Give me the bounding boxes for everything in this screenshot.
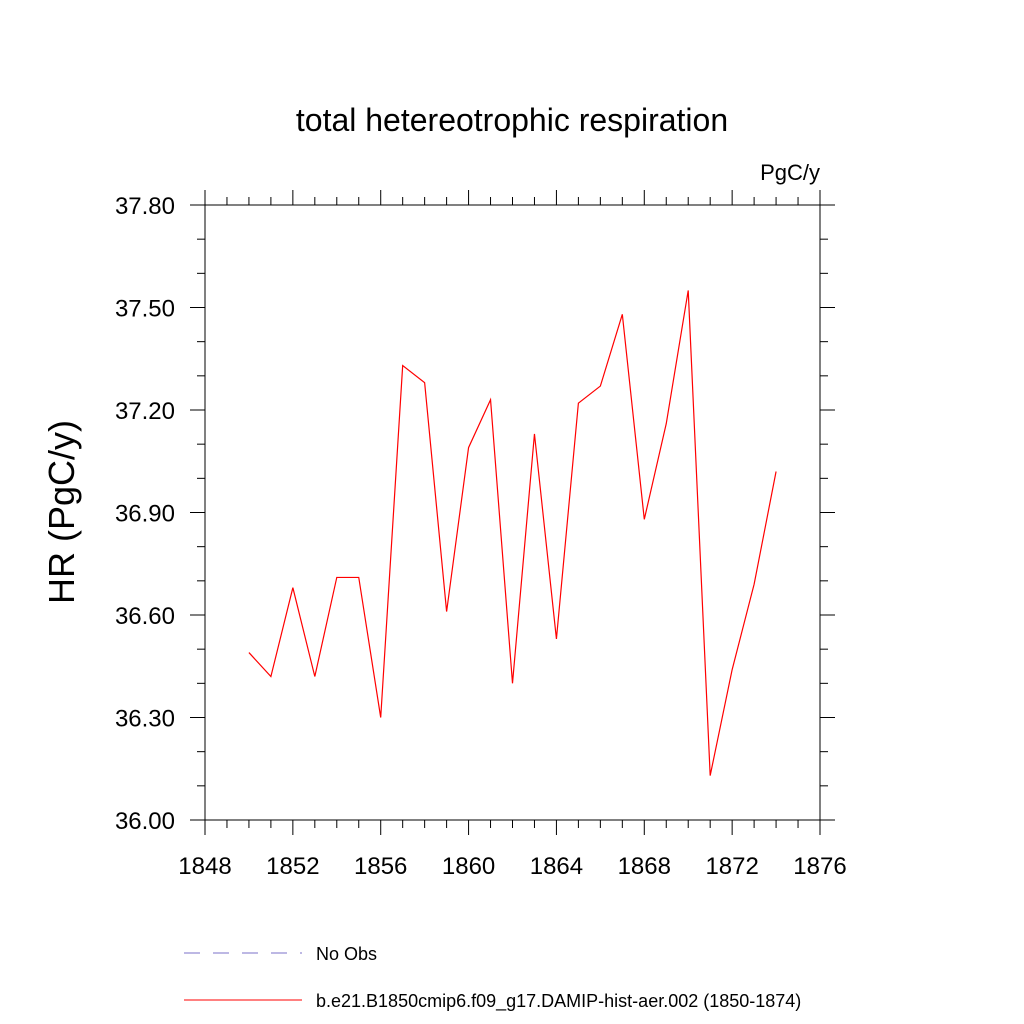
axes: 1848 1852 1856 1860 1864 1868 1872 1876 36.00 36.… [115,190,847,880]
x-tick-label: 1852 [266,853,319,880]
x-tick-label: 1868 [618,853,671,880]
y-tick-label: 37.20 [115,398,175,425]
y-tick-label: 36.90 [115,501,175,528]
legend-label-1: b.e21.B1850cmip6.f09_g17.DAMIP-hist-aer.… [316,991,801,1012]
legend: No Obs b.e21.B1850cmip6.f09_g17.DAMIP-his… [184,944,801,1012]
chart-title: total hetereotrophic respiration [296,102,728,138]
y-tick-label: 36.00 [115,808,175,835]
y-tick-label: 37.80 [115,193,175,220]
x-tick-label: 1848 [178,853,231,880]
plot-lines [248,290,777,776]
x-tick-label: 1864 [530,853,583,880]
x-tick-label: 1860 [442,853,495,880]
y-tick-label: 37.50 [115,296,175,323]
x-tick-label: 1872 [705,853,758,880]
units-label: PgC/y [760,160,820,185]
y-tick-label: 36.60 [115,603,175,630]
x-tick-label: 1856 [354,853,407,880]
y-tick-label: 36.30 [115,706,175,733]
plot-frame [204,204,821,821]
legend-label-0: No Obs [316,944,377,964]
y-axis-label: HR (PgC/y) [41,420,82,604]
series-line-1 [248,290,777,776]
x-tick-label: 1876 [793,853,846,880]
